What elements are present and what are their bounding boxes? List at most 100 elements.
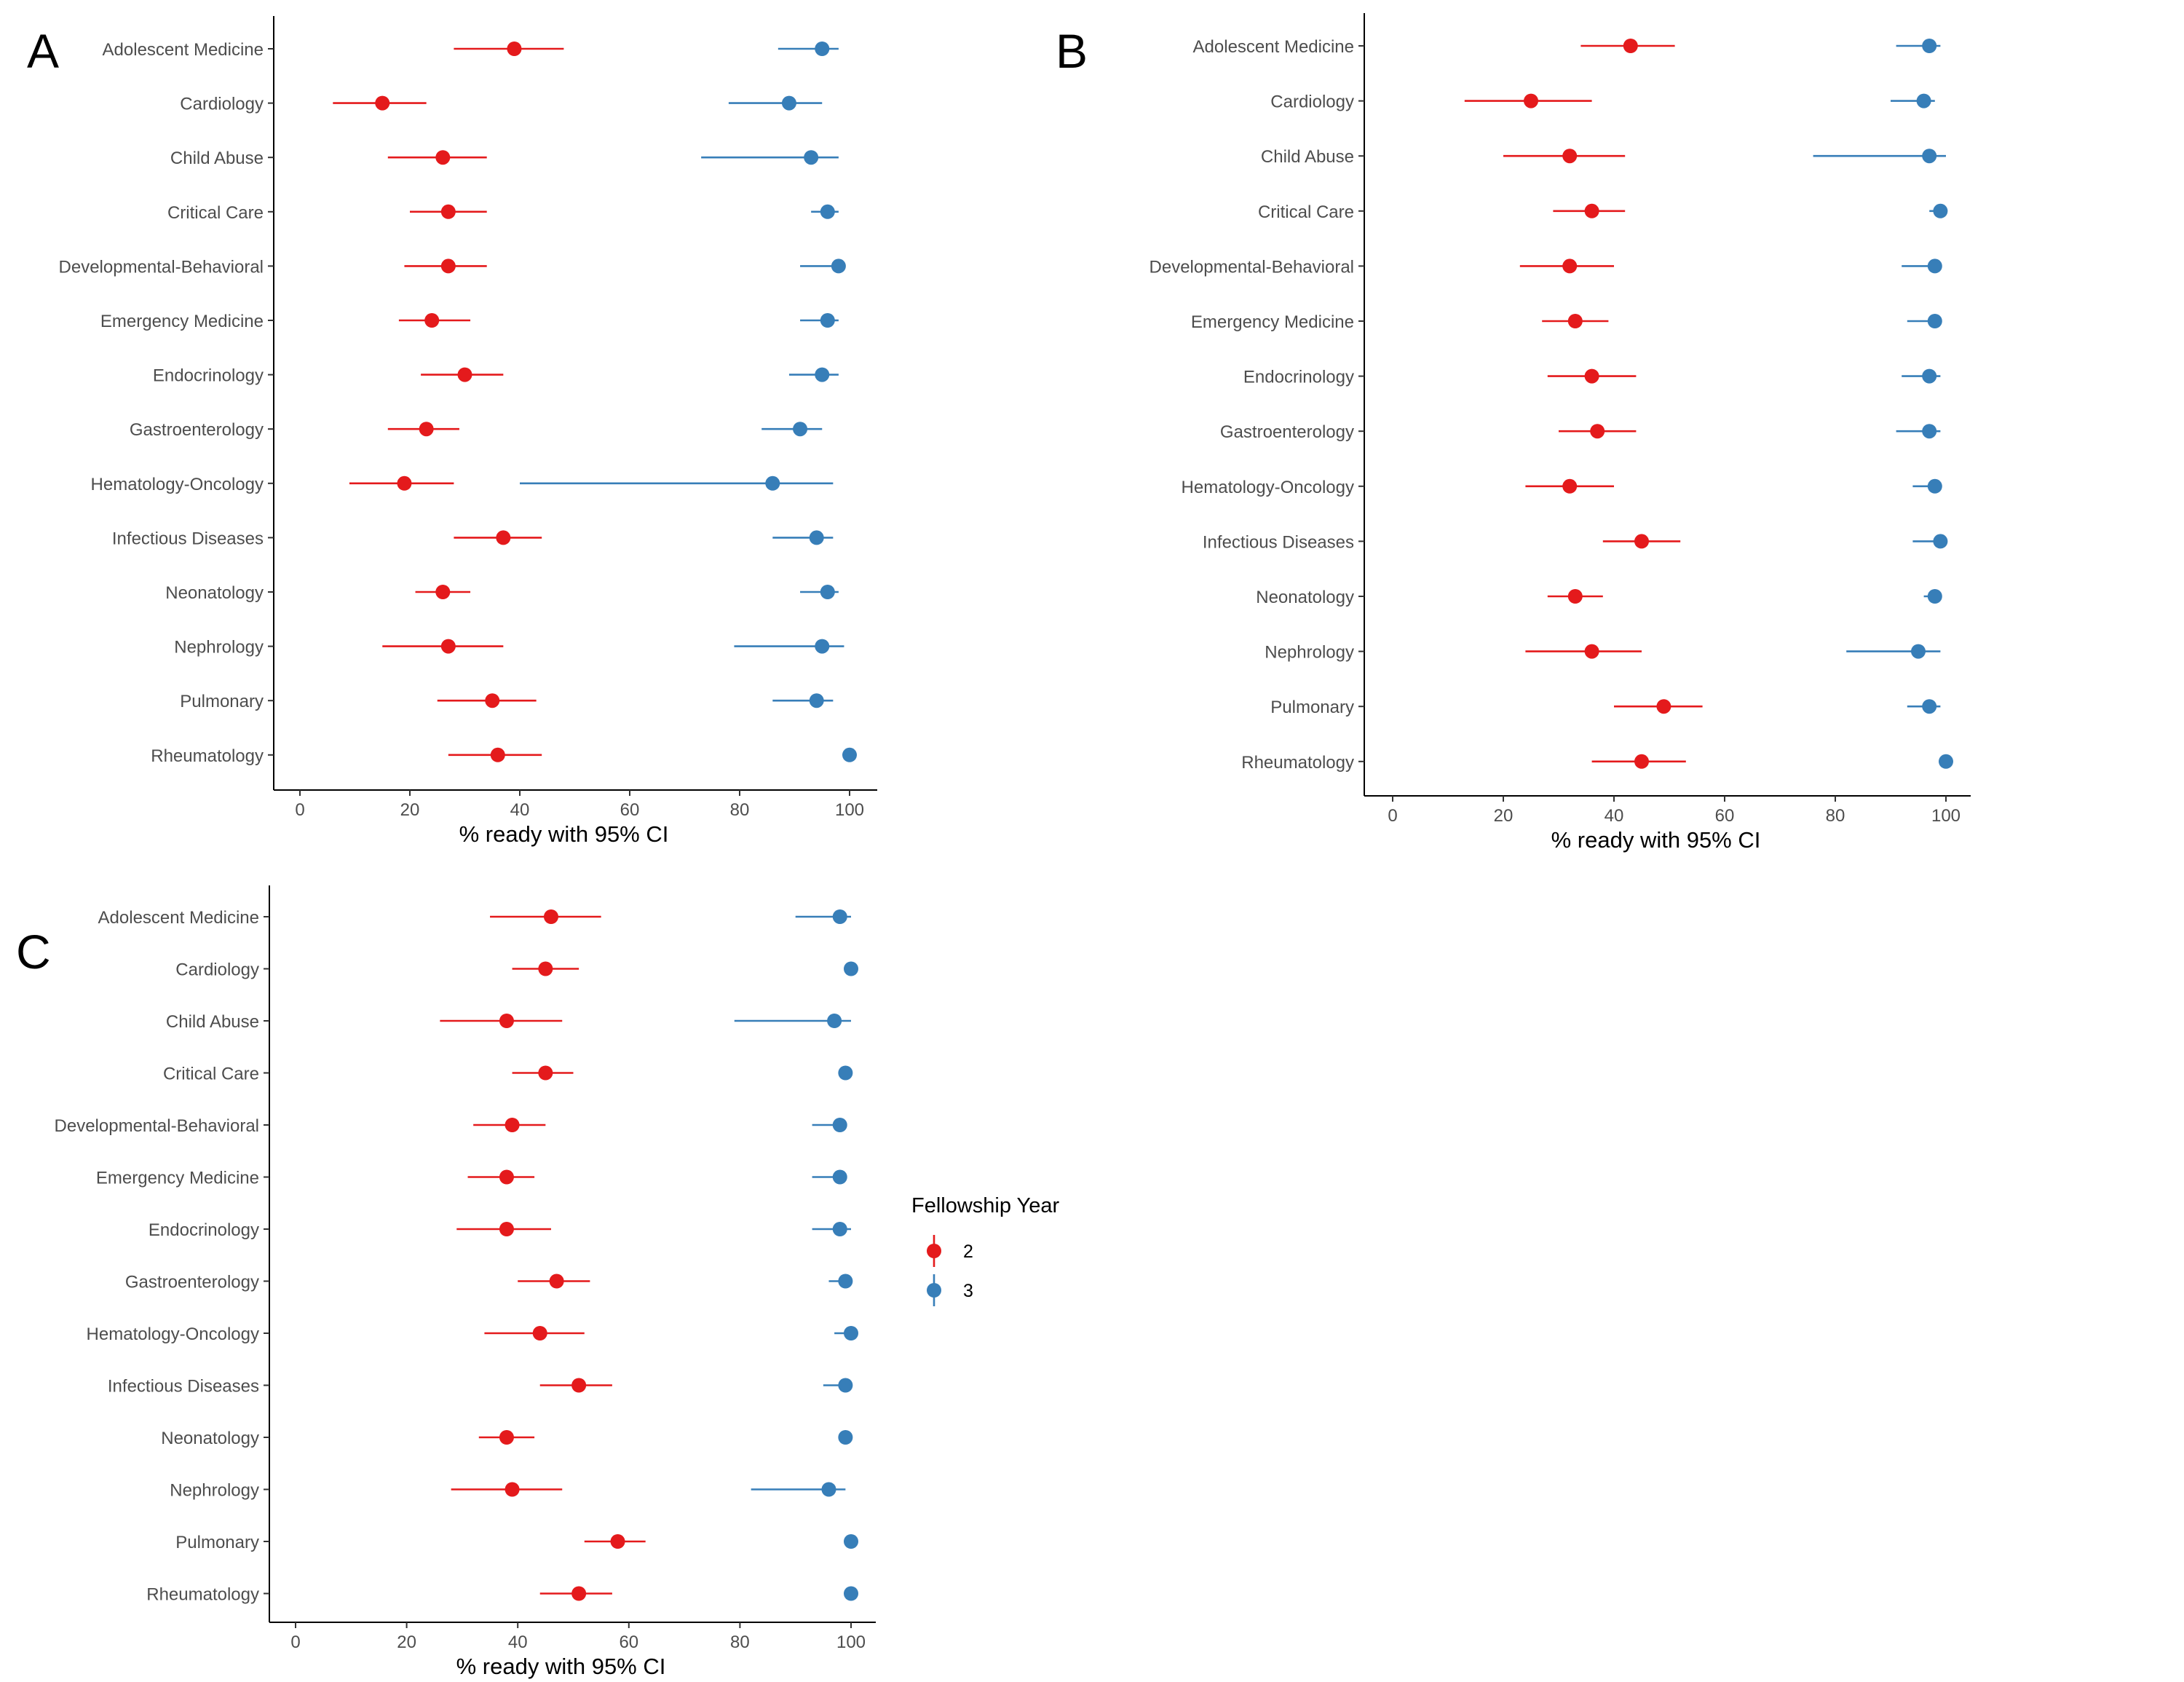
y-tick-label: Endocrinology bbox=[153, 366, 264, 386]
data-point bbox=[499, 1169, 514, 1185]
data-point bbox=[610, 1534, 625, 1549]
y-tick-label: Neonatology bbox=[1256, 588, 1354, 607]
data-point bbox=[1927, 589, 1942, 604]
legend-key-point bbox=[927, 1283, 941, 1298]
y-tick-label: Developmental-Behavioral bbox=[1150, 257, 1354, 277]
plot-area-b: Adolescent Medicine Cardiology Child Abuse… bbox=[1150, 13, 1971, 853]
data-point bbox=[457, 367, 472, 382]
y-tick-label: Infectious Diseases bbox=[112, 529, 264, 548]
data-point bbox=[844, 1586, 858, 1601]
y-tick-label: Pulmonary bbox=[1270, 698, 1354, 717]
data-point bbox=[375, 95, 390, 111]
y-tick-label: Infectious Diseases bbox=[108, 1377, 259, 1397]
data-point bbox=[505, 1482, 520, 1497]
data-point bbox=[1623, 39, 1638, 53]
data-point bbox=[832, 1118, 847, 1132]
x-tick-label: 0 bbox=[1388, 806, 1397, 826]
y-tick-label: Cardiology bbox=[1270, 92, 1354, 112]
data-point bbox=[832, 1222, 847, 1236]
data-point bbox=[419, 422, 434, 437]
y-tick-label: Neonatology bbox=[165, 583, 264, 603]
data-point bbox=[838, 1065, 853, 1081]
legend-title: Fellowship Year bbox=[911, 1194, 1059, 1217]
x-tick-label: 0 bbox=[290, 1632, 300, 1652]
data-point bbox=[844, 961, 858, 976]
data-point bbox=[496, 530, 511, 545]
y-tick-label: Gastroenterology bbox=[1220, 422, 1354, 442]
data-point bbox=[809, 693, 824, 708]
data-point bbox=[397, 475, 412, 491]
data-point bbox=[1656, 699, 1671, 714]
y-tick-label: Developmental-Behavioral bbox=[55, 1116, 259, 1136]
data-point bbox=[1927, 478, 1942, 494]
x-axis-label: % ready with 95% CI bbox=[459, 821, 669, 847]
data-point bbox=[1916, 93, 1931, 108]
data-point bbox=[821, 1482, 836, 1497]
data-point bbox=[1567, 314, 1583, 328]
y-tick-label: Rheumatology bbox=[151, 746, 264, 766]
y-tick-label: Adolescent Medicine bbox=[98, 908, 259, 928]
y-tick-label: Pulmonary bbox=[175, 1533, 259, 1552]
y-tick-label: Infectious Diseases bbox=[1203, 532, 1354, 552]
data-point bbox=[1584, 368, 1599, 384]
data-point bbox=[1933, 203, 1948, 218]
data-point bbox=[440, 639, 456, 654]
data-point bbox=[820, 204, 835, 219]
data-point bbox=[435, 585, 451, 599]
y-tick-label: Emergency Medicine bbox=[96, 1169, 259, 1188]
data-point bbox=[532, 1326, 547, 1341]
data-point bbox=[1567, 589, 1583, 604]
y-tick-label: Child Abuse bbox=[1261, 147, 1354, 167]
y-tick-label: Nephrology bbox=[174, 638, 264, 658]
x-tick-label: 80 bbox=[730, 1632, 750, 1652]
x-tick-label: 20 bbox=[397, 1632, 416, 1652]
y-tick-label: Endocrinology bbox=[149, 1220, 259, 1240]
data-point bbox=[538, 961, 553, 976]
data-point bbox=[815, 42, 830, 56]
data-point bbox=[505, 1118, 520, 1132]
legend-label: 2 bbox=[963, 1241, 973, 1262]
y-tick-label: Cardiology bbox=[180, 95, 264, 114]
panel-b: B Adolescent Medicine Cardiology Child Abu… bbox=[1056, 13, 1971, 853]
data-point bbox=[424, 313, 440, 328]
legend-key-point bbox=[927, 1244, 941, 1258]
y-tick-label: Critical Care bbox=[163, 1065, 259, 1084]
data-point bbox=[804, 150, 819, 165]
data-point bbox=[1524, 93, 1538, 108]
data-point bbox=[485, 693, 500, 708]
data-point bbox=[842, 747, 857, 762]
data-point bbox=[499, 1430, 514, 1445]
data-point bbox=[549, 1274, 564, 1289]
y-tick-label: Rheumatology bbox=[146, 1585, 259, 1605]
x-tick-label: 20 bbox=[400, 800, 420, 820]
plot-area-c: Adolescent Medicine Cardiology Child Abuse… bbox=[55, 885, 876, 1679]
data-point bbox=[1634, 754, 1649, 769]
data-point bbox=[1562, 478, 1578, 494]
data-point bbox=[1634, 534, 1649, 549]
x-tick-label: 100 bbox=[835, 800, 864, 820]
data-point bbox=[1562, 258, 1578, 274]
data-point bbox=[1933, 534, 1948, 549]
data-point bbox=[831, 258, 846, 274]
data-point bbox=[1590, 424, 1605, 439]
x-axis-label: % ready with 95% CI bbox=[456, 1654, 666, 1679]
y-tick-label: Child Abuse bbox=[166, 1012, 259, 1032]
data-point bbox=[440, 258, 456, 274]
data-point bbox=[781, 95, 796, 111]
data-point bbox=[820, 585, 835, 599]
data-point bbox=[809, 530, 824, 545]
y-tick-label: Critical Care bbox=[1258, 202, 1354, 222]
y-tick-label: Endocrinology bbox=[1243, 368, 1354, 387]
panel-letter-b: B bbox=[1056, 24, 1088, 78]
y-tick-label: Critical Care bbox=[167, 203, 264, 223]
data-point bbox=[832, 1169, 847, 1185]
panel-c: C Adolescent Medicine Cardiology Child Abu… bbox=[16, 885, 876, 1679]
data-point bbox=[765, 475, 780, 491]
y-tick-label: Emergency Medicine bbox=[100, 312, 264, 331]
legend-label: 3 bbox=[963, 1281, 973, 1301]
data-point bbox=[440, 204, 456, 219]
legend-entries: 23 bbox=[927, 1235, 973, 1306]
x-tick-label: 40 bbox=[508, 1632, 528, 1652]
data-point bbox=[435, 150, 451, 165]
